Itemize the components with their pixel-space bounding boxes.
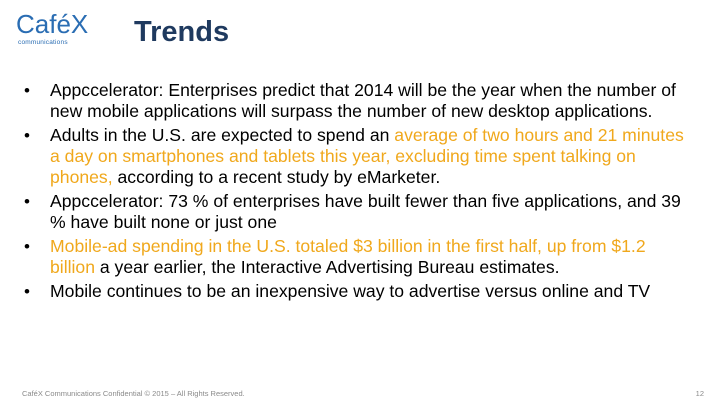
bullet-text: a year earlier, the Interactive Advertis… — [95, 257, 560, 277]
bullet-item: • Appccelerator: 73 % of enterprises hav… — [22, 191, 692, 233]
bullet-item: • Adults in the U.S. are expected to spe… — [22, 125, 692, 188]
page-number: 12 — [695, 389, 704, 398]
bullet-text: Appccelerator: 73 % of enterprises have … — [50, 191, 681, 232]
bullet-highlight-text: average of two hours and 21 minutes a da… — [50, 125, 684, 187]
bullet-dot-icon: • — [24, 237, 30, 256]
bullet-dot-icon: • — [24, 81, 30, 100]
bullet-text: Appccelerator: Enterprises predict that … — [50, 80, 676, 121]
bullet-text: Mobile continues to be an inexpensive wa… — [50, 281, 651, 301]
bullet-item: • Appccelerator: Enterprises predict tha… — [22, 80, 692, 122]
bullet-dot-icon: • — [24, 192, 30, 211]
logo-subtitle: communications — [18, 39, 68, 46]
bullet-dot-icon: • — [24, 126, 30, 145]
bullet-item: • Mobile continues to be an inexpensive … — [22, 281, 692, 302]
bullet-list: • Appccelerator: Enterprises predict tha… — [22, 80, 692, 305]
logo-wordmark: CaféX — [16, 9, 89, 39]
bullet-text: according to a recent study by eMarketer… — [112, 167, 441, 187]
bullet-dot-icon: • — [24, 282, 30, 301]
bullet-item: • Mobile-ad spending in the U.S. totaled… — [22, 236, 692, 278]
confidential-footer: CaféX Communications Confidential © 2015… — [22, 389, 245, 398]
bullet-text: Adults in the U.S. are expected to spend… — [50, 125, 395, 145]
cafex-logo: CaféX communications — [14, 9, 114, 49]
bullet-highlight-text: Mobile-ad spending in the U.S. totaled $… — [50, 236, 646, 277]
slide-title: Trends — [134, 16, 230, 48]
